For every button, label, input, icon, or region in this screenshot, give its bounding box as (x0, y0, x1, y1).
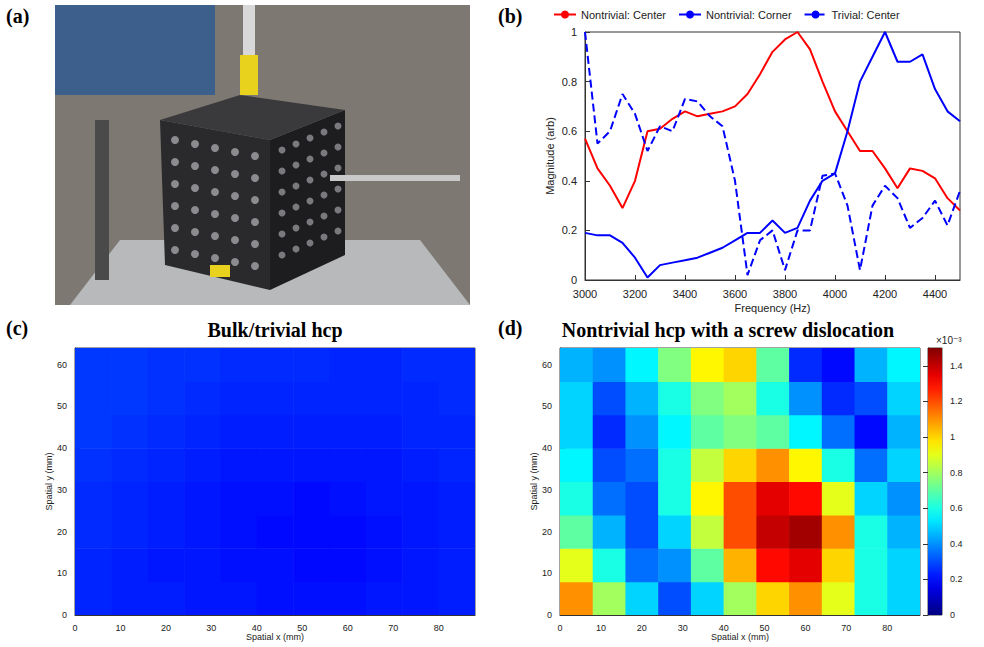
svg-text:Spatial y (mm): Spatial y (mm) (44, 452, 54, 510)
svg-text:(c): (c) (6, 317, 28, 340)
svg-text:Spatial y (mm): Spatial y (mm) (529, 452, 539, 510)
svg-text:4200: 4200 (873, 288, 897, 300)
svg-text:Bulk/trivial hcp: Bulk/trivial hcp (207, 319, 342, 342)
svg-text:30: 30 (206, 623, 216, 633)
svg-text:0: 0 (557, 623, 562, 633)
svg-text:50: 50 (542, 401, 552, 411)
svg-text:70: 70 (388, 623, 398, 633)
svg-text:3200: 3200 (623, 288, 647, 300)
svg-text:30: 30 (542, 485, 552, 495)
svg-text:10: 10 (57, 568, 67, 578)
svg-text:3800: 3800 (773, 288, 797, 300)
svg-text:60: 60 (343, 623, 353, 633)
svg-text:1.4: 1.4 (950, 361, 963, 371)
svg-text:60: 60 (542, 360, 552, 370)
svg-text:20: 20 (161, 623, 171, 633)
svg-text:40: 40 (719, 623, 729, 633)
svg-text:×10⁻³: ×10⁻³ (936, 335, 962, 346)
svg-text:30: 30 (678, 623, 688, 633)
svg-text:3000: 3000 (573, 288, 597, 300)
svg-text:(a): (a) (6, 5, 29, 28)
svg-text:0.8: 0.8 (562, 76, 577, 88)
svg-text:3600: 3600 (723, 288, 747, 300)
svg-text:(b): (b) (498, 5, 522, 28)
svg-text:10: 10 (542, 568, 552, 578)
svg-text:0.8: 0.8 (950, 468, 963, 478)
svg-text:0.4: 0.4 (562, 175, 577, 187)
svg-text:50: 50 (297, 623, 307, 633)
svg-text:0: 0 (571, 274, 577, 286)
svg-text:60: 60 (57, 360, 67, 370)
svg-text:Frequency (Hz): Frequency (Hz) (735, 302, 811, 314)
svg-text:1: 1 (950, 432, 955, 442)
svg-text:1.2: 1.2 (950, 396, 963, 406)
svg-text:0.6: 0.6 (562, 125, 577, 137)
svg-text:0.6: 0.6 (950, 503, 963, 513)
svg-text:0: 0 (62, 610, 67, 620)
svg-text:1: 1 (571, 26, 577, 38)
svg-text:10: 10 (596, 623, 606, 633)
svg-text:0.2: 0.2 (562, 224, 577, 236)
svg-text:(d): (d) (498, 317, 522, 340)
svg-text:Nontrivial: Corner: Nontrivial: Corner (706, 9, 792, 21)
svg-text:30: 30 (57, 485, 67, 495)
svg-text:Nontrivial hcp with a screw di: Nontrivial hcp with a screw dislocation (562, 319, 894, 342)
svg-text:80: 80 (882, 623, 892, 633)
svg-text:50: 50 (760, 623, 770, 633)
svg-text:0.2: 0.2 (950, 574, 963, 584)
svg-text:0: 0 (950, 610, 955, 620)
svg-text:40: 40 (542, 443, 552, 453)
svg-text:Trivial: Center: Trivial: Center (832, 9, 900, 21)
svg-text:0.4: 0.4 (950, 539, 963, 549)
svg-text:4400: 4400 (923, 288, 947, 300)
svg-text:Magnitude (arb): Magnitude (arb) (544, 117, 556, 195)
svg-text:0: 0 (547, 610, 552, 620)
svg-text:10: 10 (115, 623, 125, 633)
svg-text:3400: 3400 (673, 288, 697, 300)
svg-text:40: 40 (252, 623, 262, 633)
svg-text:50: 50 (57, 401, 67, 411)
svg-text:80: 80 (434, 623, 444, 633)
svg-text:0: 0 (72, 623, 77, 633)
svg-text:20: 20 (637, 623, 647, 633)
svg-text:Spatial x (mm): Spatial x (mm) (246, 632, 304, 642)
svg-text:Nontrivial: Center: Nontrivial: Center (581, 9, 666, 21)
svg-text:20: 20 (57, 527, 67, 537)
svg-text:60: 60 (800, 623, 810, 633)
svg-text:40: 40 (57, 443, 67, 453)
svg-text:Spatial x (mm): Spatial x (mm) (711, 632, 769, 642)
svg-text:20: 20 (542, 527, 552, 537)
svg-text:4000: 4000 (823, 288, 847, 300)
svg-text:70: 70 (841, 623, 851, 633)
